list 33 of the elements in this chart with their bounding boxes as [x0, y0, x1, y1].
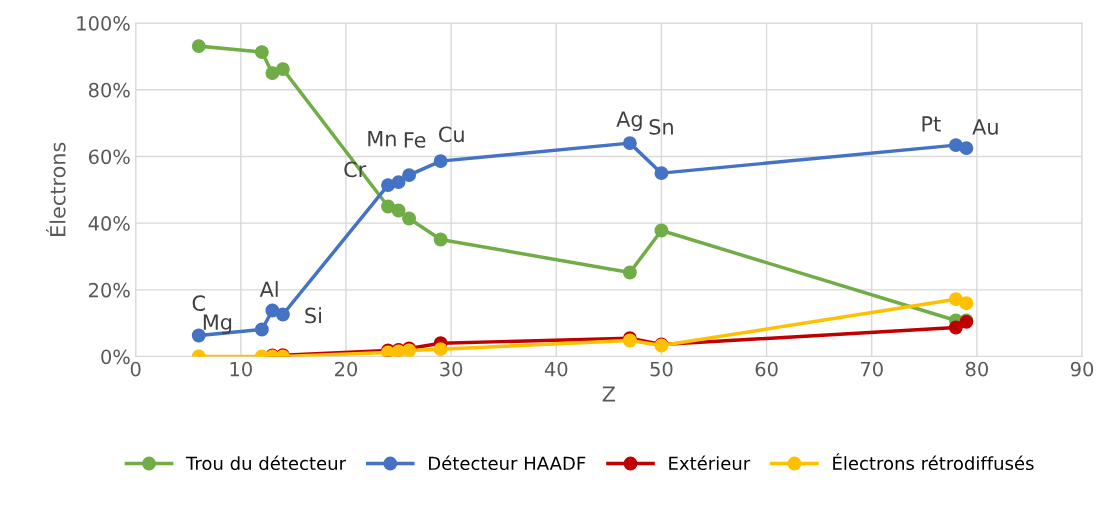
- legend-label: Électrons rétrodiffusés: [833, 453, 1034, 471]
- y-axis-title: Électrons: [46, 142, 66, 236]
- x-tick-label: 70: [860, 361, 883, 377]
- legend-label: Trou du détecteur: [185, 455, 347, 471]
- annotation: Ag: [616, 111, 642, 131]
- x-tick-label: 30: [440, 361, 463, 377]
- x-tick-label: 90: [1070, 361, 1094, 377]
- x-tick-label: 50: [650, 361, 673, 377]
- x-axis-title: Z: [602, 386, 616, 402]
- y-tick-label: 60%: [88, 149, 130, 165]
- y-tick-label: 20%: [89, 282, 130, 298]
- annotation: Al: [259, 280, 278, 297]
- x-tick-label: 0: [130, 361, 141, 377]
- y-tick-label: 0%: [101, 349, 130, 365]
- y-tick-label: 100%: [77, 16, 130, 31]
- x-tick-label: 20: [335, 361, 358, 377]
- annotation: Fe: [404, 132, 426, 148]
- x-tick-label: 80: [965, 361, 988, 377]
- x-tick-label: 10: [230, 361, 252, 377]
- annotation: Au: [972, 119, 998, 135]
- y-tick-label: 80%: [88, 82, 130, 98]
- y-tick-label: 40%: [88, 216, 130, 231]
- annotation: Sn: [649, 118, 673, 135]
- x-tick-label: 60: [755, 361, 778, 377]
- x-tick-label: 40: [544, 361, 568, 377]
- annotation: C: [192, 295, 205, 312]
- annotation: Cu: [439, 126, 464, 143]
- annotation: Si: [305, 307, 321, 324]
- legend-label: Extérieur: [669, 455, 751, 471]
- annotation: Mg: [203, 314, 232, 335]
- annotation: Mn: [368, 131, 396, 147]
- annotation: Pt: [922, 116, 941, 132]
- legend-label: Détecteur HAADF: [429, 455, 586, 471]
